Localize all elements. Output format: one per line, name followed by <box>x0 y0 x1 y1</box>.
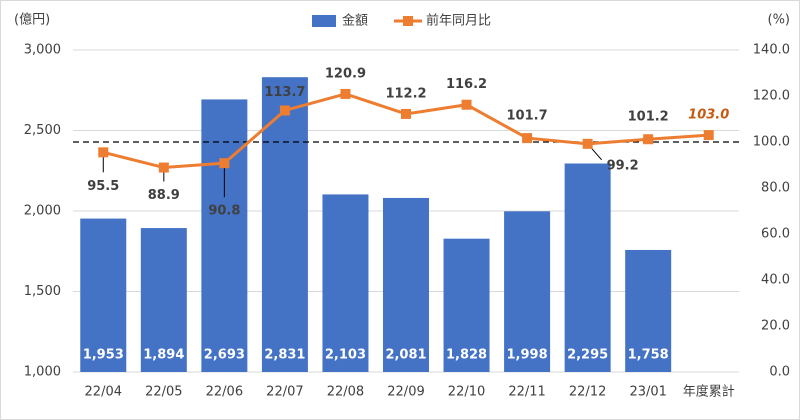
legend-swatch <box>312 15 336 27</box>
x-tick-label: 22/12 <box>569 385 606 400</box>
x-tick-label: 22/07 <box>266 385 303 400</box>
line-value-label: 99.2 <box>607 158 639 173</box>
line-value-label: 103.0 <box>688 108 729 123</box>
y2-tick-label: 140.0 <box>753 43 790 58</box>
line-value-label: 90.8 <box>208 204 240 219</box>
legend-swatch <box>403 16 414 26</box>
y-tick-label: 1,500 <box>24 284 61 299</box>
line-marker <box>219 158 230 169</box>
line-value-label: 101.2 <box>628 110 669 125</box>
legend-label: 金額 <box>342 13 368 29</box>
bar-value-label: 2,103 <box>325 348 366 363</box>
line-marker <box>98 147 109 158</box>
bar-value-label: 1,894 <box>143 348 184 363</box>
x-tick-label: 22/04 <box>85 385 122 400</box>
bar-value-label: 2,081 <box>385 348 426 363</box>
line-value-label: 101.7 <box>507 109 548 124</box>
y2-tick-label: 60.0 <box>761 227 790 242</box>
line-value-label: 88.9 <box>148 188 180 203</box>
x-tick-label: 22/05 <box>145 385 182 400</box>
y2-tick-label: 120.0 <box>753 89 790 104</box>
bar <box>383 197 429 372</box>
line-marker <box>279 105 290 116</box>
x-tick-label: 年度累計 <box>683 384 735 400</box>
line-value-label: 113.7 <box>264 85 305 100</box>
y2-tick-label: 100.0 <box>753 135 790 150</box>
line-marker <box>158 162 169 173</box>
bar <box>504 211 551 372</box>
legend-label: 前年同月比 <box>426 13 491 29</box>
bar <box>564 163 611 372</box>
line-marker <box>582 138 593 149</box>
bar-value-label: 1,758 <box>628 348 669 363</box>
x-tick-label: 22/09 <box>387 385 424 400</box>
bar-value-label: 1,998 <box>507 348 548 363</box>
x-tick-label: 22/10 <box>448 385 485 400</box>
line-marker <box>340 88 351 99</box>
line-marker <box>401 108 411 119</box>
line-marker <box>643 134 654 145</box>
bar <box>201 99 248 372</box>
y-tick-label: 1,000 <box>24 365 61 380</box>
line-value-label: 116.2 <box>446 77 487 92</box>
x-tick-label: 22/08 <box>327 385 364 400</box>
line-value-label: 112.2 <box>385 86 426 101</box>
bar <box>140 228 187 372</box>
y2-tick-label: 20.0 <box>761 319 790 334</box>
bar-value-label: 2,831 <box>264 348 305 363</box>
bar <box>443 238 490 372</box>
bar-value-label: 2,295 <box>567 348 608 363</box>
y2-tick-label: 80.0 <box>761 181 790 196</box>
y-tick-label: 2,500 <box>24 123 61 138</box>
x-tick-label: 23/01 <box>629 385 666 400</box>
bar-value-label: 2,693 <box>204 348 245 363</box>
y-tick-label: 3,000 <box>24 43 61 58</box>
line-marker <box>703 130 714 141</box>
bar-value-label: 1,828 <box>446 348 487 363</box>
x-tick-label: 22/06 <box>206 385 243 400</box>
x-tick-label: 22/11 <box>508 385 545 400</box>
y2-tick-label: 0.0 <box>769 365 790 380</box>
bar-value-label: 1,953 <box>83 348 124 363</box>
line-value-label: 95.5 <box>87 179 119 194</box>
y2-tick-label: 40.0 <box>761 273 790 288</box>
y-tick-label: 2,000 <box>24 204 61 219</box>
line-marker <box>461 99 472 110</box>
line-value-label: 120.9 <box>325 66 366 81</box>
bar <box>80 218 127 372</box>
line-marker <box>522 133 533 144</box>
bar <box>261 77 308 373</box>
bar <box>625 249 672 372</box>
y2-axis-label: (%) <box>768 13 791 28</box>
y-axis-label: (億円) <box>14 12 50 28</box>
bar <box>322 194 369 372</box>
